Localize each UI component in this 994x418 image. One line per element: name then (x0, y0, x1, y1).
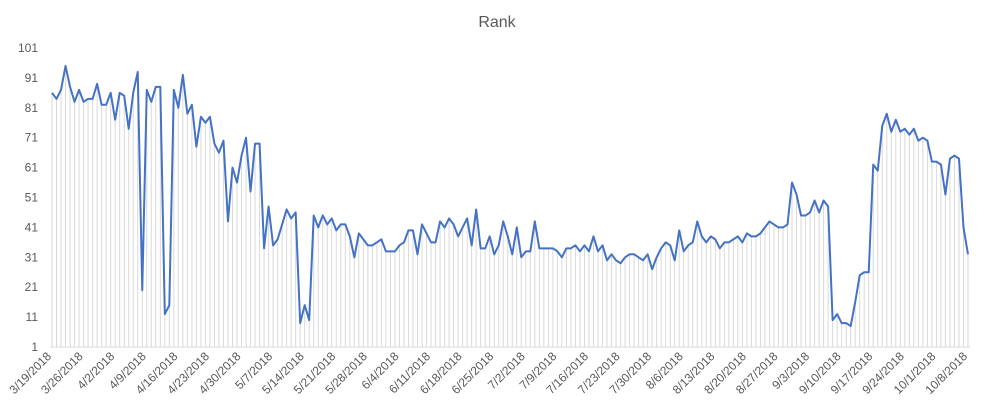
y-tick-label: 1 (31, 340, 38, 354)
y-tick-label: 61 (25, 161, 39, 175)
x-axis-ticks: 3/19/20183/26/20184/2/20184/9/20184/16/2… (6, 349, 970, 397)
y-tick-label: 21 (25, 280, 39, 294)
chart-title: Rank (478, 14, 516, 31)
y-tick-label: 31 (25, 250, 39, 264)
y-tick-label: 11 (26, 310, 39, 324)
y-tick-label: 41 (25, 220, 39, 234)
y-tick-label: 101 (18, 41, 38, 55)
drop-lines (51, 65, 969, 347)
y-tick-label: 51 (25, 191, 39, 205)
y-tick-label: 81 (25, 101, 39, 115)
y-tick-label: 91 (25, 71, 39, 85)
y-tick-label: 71 (25, 131, 39, 145)
rank-series-line (51, 64, 969, 328)
